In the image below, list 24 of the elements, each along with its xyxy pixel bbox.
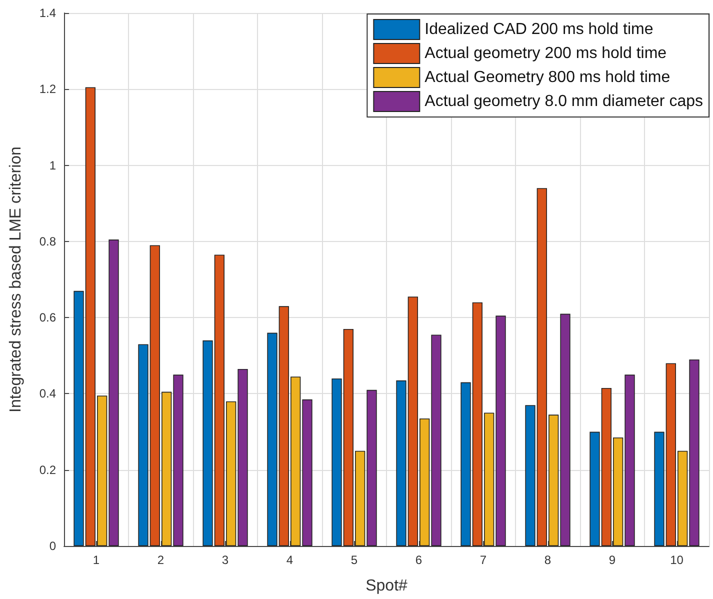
legend-label: Actual geometry 8.0 mm diameter caps	[424, 93, 704, 110]
y-axis-title: Integrated stress based LME criterion	[8, 146, 24, 412]
x-tick-label: 4	[286, 553, 294, 567]
y-tick-label: 1.2	[39, 82, 56, 96]
legend-label: Actual Geometry 800 ms hold time	[424, 69, 670, 86]
x-tick-label: 1	[92, 553, 100, 567]
y-tick-label: 0	[49, 539, 56, 553]
y-tick-label: 1.4	[39, 6, 56, 20]
x-tick-label: 10	[670, 553, 684, 567]
x-tick-label: 3	[222, 553, 229, 567]
legend-label: Actual geometry 200 ms hold time	[424, 45, 667, 62]
x-tick-label: 2	[157, 553, 164, 567]
y-tick-label: 0.6	[39, 310, 56, 325]
x-tick-label: 9	[608, 553, 616, 567]
y-tick-label: 1	[49, 158, 56, 172]
y-tick-label: 0.8	[39, 234, 56, 248]
x-tick-label: 7	[480, 553, 487, 567]
y-tick-label: 0.4	[39, 386, 56, 401]
x-tick-label: 6	[415, 553, 422, 567]
x-tick-label: 8	[544, 553, 552, 567]
y-tick-label: 0.2	[39, 462, 56, 477]
x-axis-title: Spot#	[366, 578, 408, 594]
x-tick-label: 5	[350, 553, 358, 567]
legend-label: Idealized CAD 200 ms hold time	[424, 21, 654, 38]
